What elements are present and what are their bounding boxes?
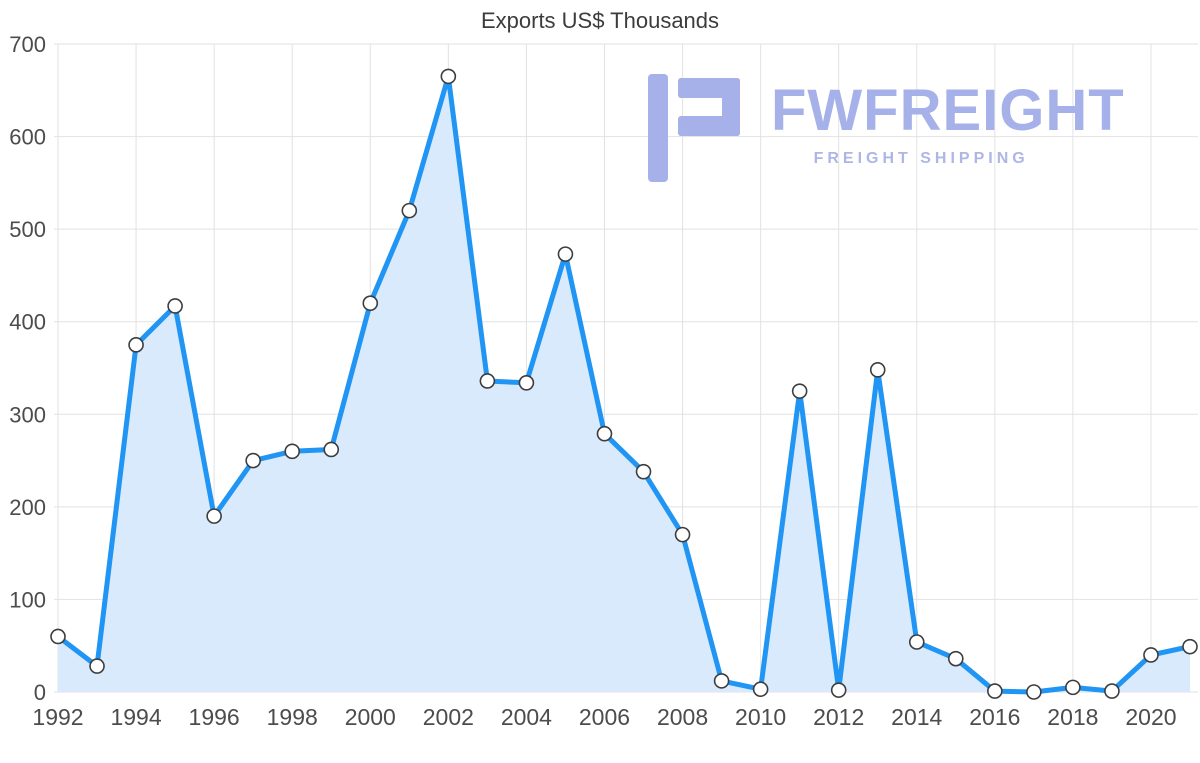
svg-text:1996: 1996 [189, 704, 240, 730]
svg-text:500: 500 [9, 217, 46, 242]
svg-text:2016: 2016 [969, 704, 1020, 730]
svg-text:2004: 2004 [501, 704, 552, 730]
watermark: FWFREIGHT FREIGHT SHIPPING [648, 70, 1125, 182]
svg-text:1998: 1998 [267, 704, 318, 730]
svg-text:100: 100 [9, 587, 46, 612]
svg-text:2008: 2008 [657, 704, 708, 730]
brand-logo-icon [648, 74, 740, 182]
brand-tagline: FREIGHT SHIPPING [813, 150, 1029, 167]
svg-text:2020: 2020 [1125, 704, 1176, 730]
svg-text:700: 700 [9, 32, 46, 57]
svg-text:300: 300 [9, 402, 46, 427]
svg-text:400: 400 [9, 310, 46, 335]
brand-name: FWFREIGHT [771, 78, 1125, 143]
svg-text:2006: 2006 [579, 704, 630, 730]
svg-text:2002: 2002 [423, 704, 474, 730]
svg-text:200: 200 [9, 495, 46, 520]
svg-text:0: 0 [34, 680, 46, 705]
svg-text:2010: 2010 [735, 704, 786, 730]
svg-text:2014: 2014 [891, 704, 942, 730]
brand-text-block: FWFREIGHT FREIGHT SHIPPING [771, 70, 1125, 168]
chart-title: Exports US$ Thousands [480, 8, 720, 33]
svg-text:2000: 2000 [345, 704, 396, 730]
svg-text:1994: 1994 [110, 704, 161, 730]
svg-text:600: 600 [9, 125, 46, 150]
svg-text:1992: 1992 [32, 704, 83, 730]
svg-text:2018: 2018 [1047, 704, 1098, 730]
svg-text:2012: 2012 [813, 704, 864, 730]
